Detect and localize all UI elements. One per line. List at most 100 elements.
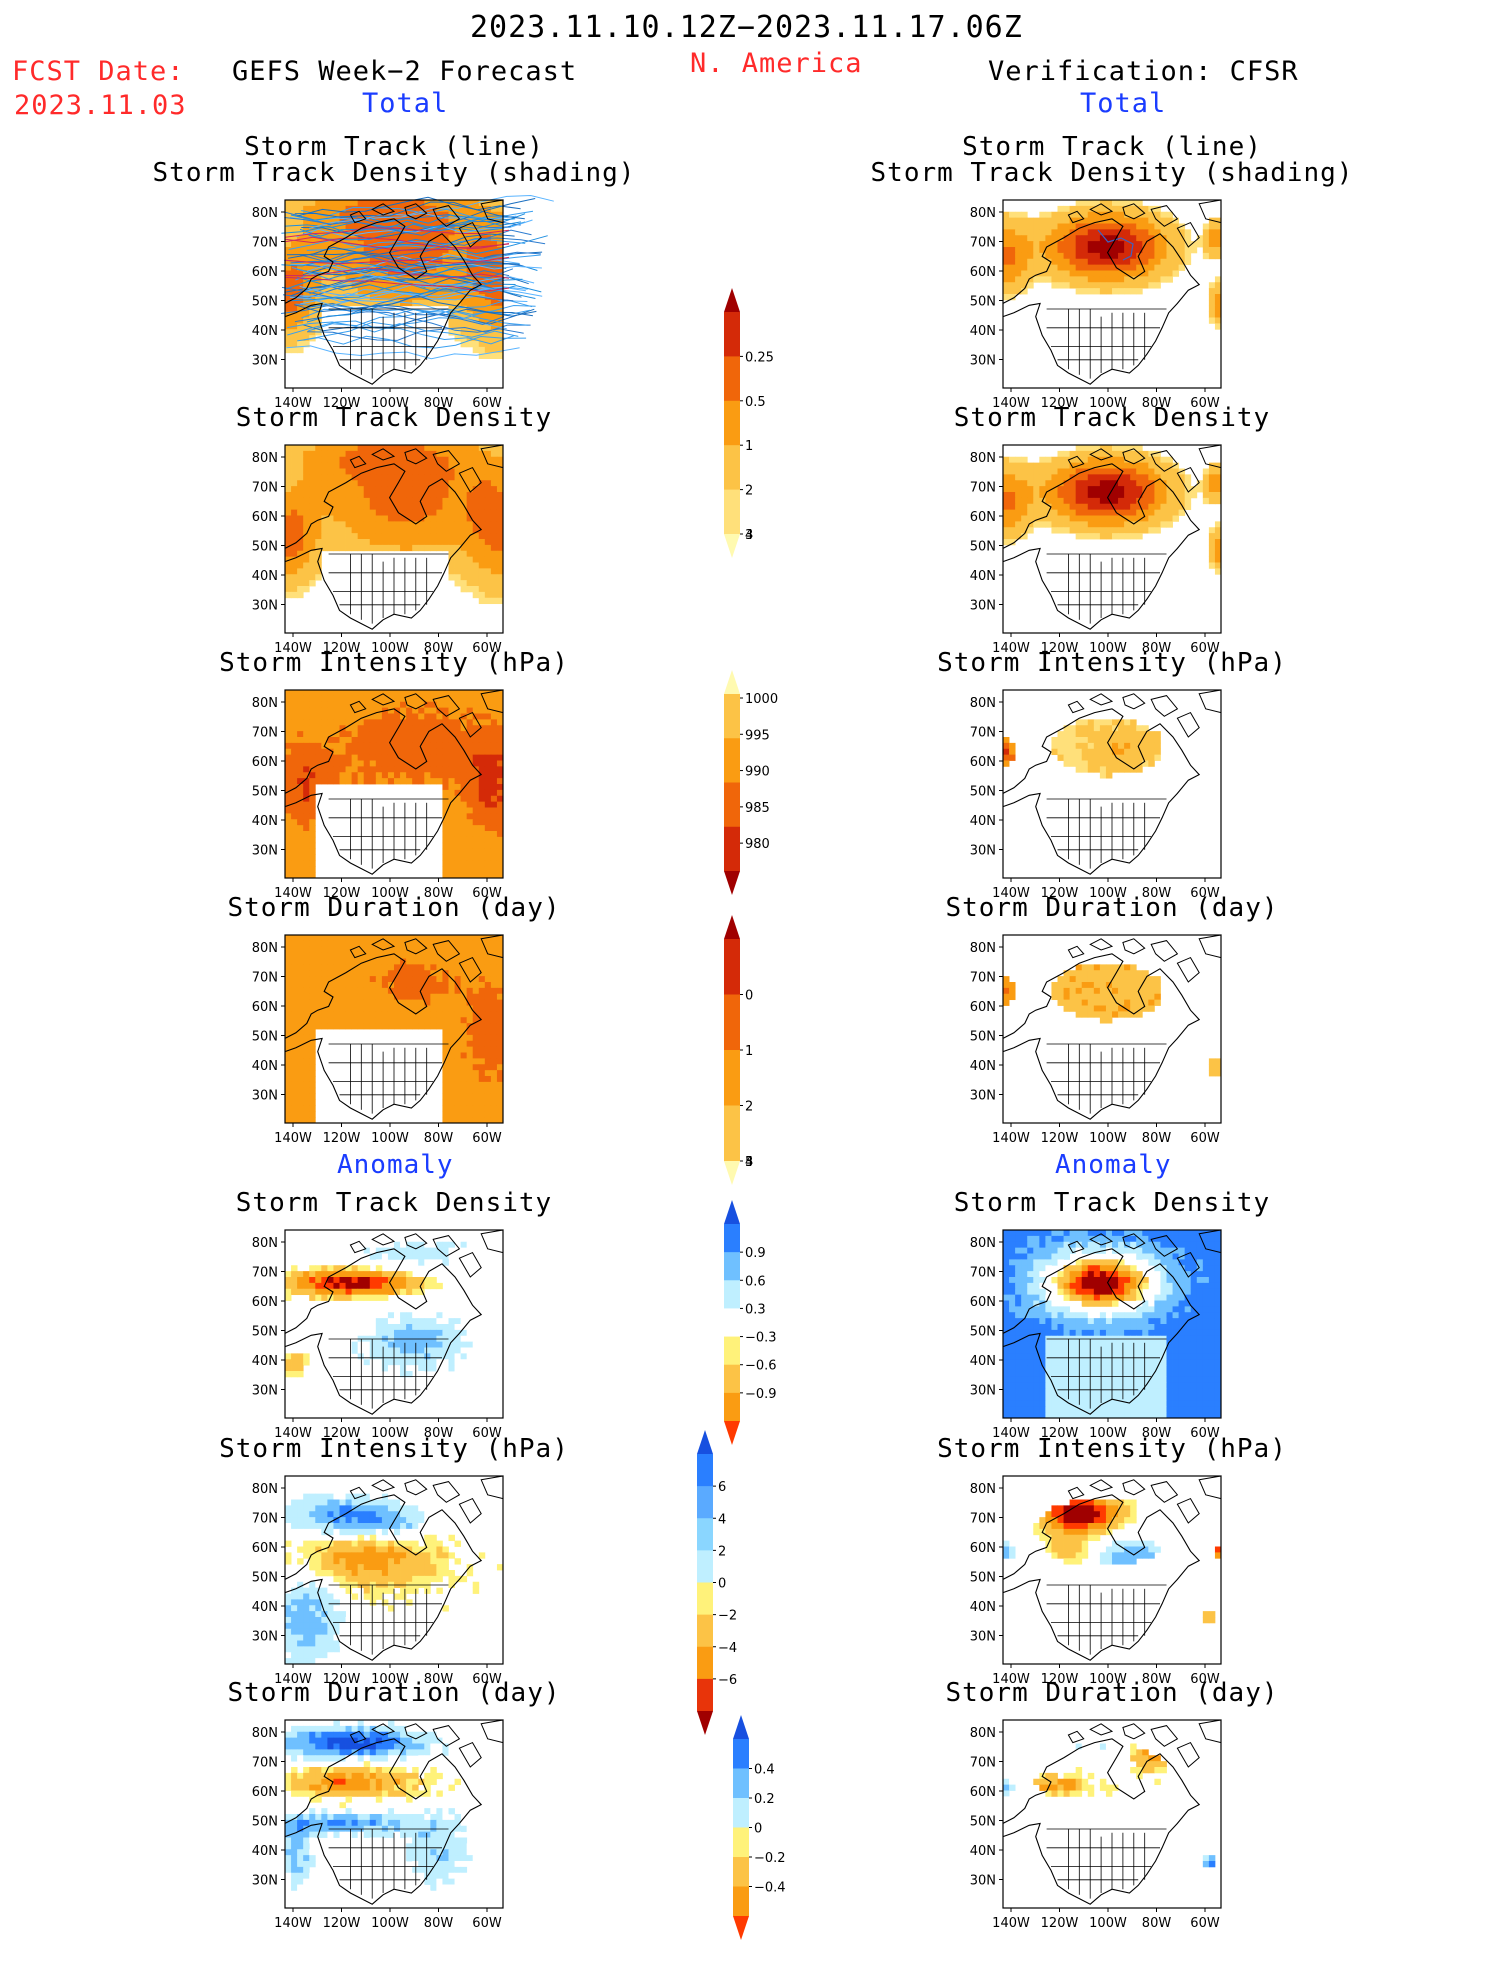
shaded-cell [315, 510, 321, 516]
shaded-cell [455, 486, 461, 492]
shaded-cell [321, 1494, 327, 1500]
shaded-cell [412, 1017, 418, 1023]
shaded-cell [285, 1652, 291, 1658]
shaded-cell [297, 696, 303, 702]
shaded-cell [291, 1808, 297, 1814]
shaded-cell [406, 1517, 412, 1523]
shaded-cell [297, 1547, 303, 1553]
shaded-cell [479, 994, 485, 1000]
shaded-cell [333, 1011, 339, 1017]
shaded-cell [382, 539, 388, 545]
shaded-cell [285, 1271, 291, 1277]
shaded-cell [309, 1652, 315, 1658]
shaded-cell [418, 714, 424, 720]
shaded-cell [364, 976, 370, 982]
shaded-cell [303, 749, 309, 755]
shaded-cell [467, 329, 473, 335]
shaded-cell [309, 1277, 315, 1283]
shaded-cell [358, 1295, 364, 1301]
shaded-cell [412, 1000, 418, 1006]
shaded-cell [333, 1785, 339, 1791]
shaded-cell [376, 1820, 382, 1826]
shaded-cell [424, 702, 430, 708]
shaded-cell [412, 486, 418, 492]
shaded-cell [297, 982, 303, 988]
shaded-cell [449, 445, 455, 451]
shaded-cell [449, 1324, 455, 1330]
shaded-cell [491, 469, 497, 475]
shaded-cell [333, 725, 339, 731]
shaded-cell [461, 696, 467, 702]
shaded-cell [430, 1552, 436, 1558]
shaded-cell [442, 1820, 448, 1826]
shaded-cell [297, 1035, 303, 1041]
shaded-cell [418, 1838, 424, 1844]
shaded-cell [297, 813, 303, 819]
shaded-cell [485, 941, 491, 947]
shaded-cell [358, 1779, 364, 1785]
shaded-cell [285, 1517, 291, 1523]
shaded-cell [376, 1277, 382, 1283]
shaded-cell [315, 772, 321, 778]
shaded-cell [388, 474, 394, 480]
shaded-cell [430, 1832, 436, 1838]
map-area [285, 935, 503, 1123]
shaded-cell [376, 1295, 382, 1301]
shaded-cell [449, 825, 455, 831]
shaded-cell [291, 1088, 297, 1094]
shaded-cell [442, 953, 448, 959]
shaded-cell [412, 959, 418, 965]
shaded-cell [358, 1785, 364, 1791]
shaded-cell [321, 1785, 327, 1791]
shaded-cell [461, 1838, 467, 1844]
shaded-cell [309, 1605, 315, 1611]
shaded-cell [370, 516, 376, 522]
shaded-cell [340, 1611, 346, 1617]
shaded-cell [479, 825, 485, 831]
shaded-cell [430, 1773, 436, 1779]
shaded-cell [461, 1000, 467, 1006]
shaded-cell [479, 510, 485, 516]
shaded-cell [436, 690, 442, 696]
shaded-cell [370, 1814, 376, 1820]
shaded-cell [382, 1505, 388, 1511]
shaded-cell [449, 533, 455, 539]
shaded-cell [400, 480, 406, 486]
shaded-cell [303, 813, 309, 819]
shaded-cell [467, 1365, 473, 1371]
shaded-cell [424, 953, 430, 959]
coastline [405, 1480, 427, 1495]
shaded-cell [455, 1318, 461, 1324]
shaded-cell [473, 690, 479, 696]
coastline [481, 1230, 503, 1253]
shaded-cell [467, 1353, 473, 1359]
shaded-cell [352, 1541, 358, 1547]
shaded-cell [455, 696, 461, 702]
shaded-cell [455, 725, 461, 731]
shaded-cell [412, 1867, 418, 1873]
shaded-cell [382, 1254, 388, 1260]
shaded-cell [352, 761, 358, 767]
shaded-cell [382, 1271, 388, 1277]
shaded-cell [479, 843, 485, 849]
shaded-cell [370, 1289, 376, 1295]
shaded-cell [442, 1312, 448, 1318]
shaded-cell [303, 1814, 309, 1820]
shaded-cell [449, 1111, 455, 1117]
shaded-cell [485, 516, 491, 522]
shaded-cell [394, 1359, 400, 1365]
shaded-cell [346, 1820, 352, 1826]
shaded-cell [455, 1861, 461, 1867]
shaded-cell [358, 504, 364, 510]
shaded-cell [491, 457, 497, 463]
shaded-cell [388, 1017, 394, 1023]
shaded-cell [327, 1629, 333, 1635]
shaded-cell [285, 749, 291, 755]
shaded-cell [491, 755, 497, 761]
shaded-cell [455, 1832, 461, 1838]
shaded-cell [303, 1785, 309, 1791]
shaded-cell [424, 253, 430, 259]
shaded-cell [358, 516, 364, 522]
shaded-cell [382, 714, 388, 720]
